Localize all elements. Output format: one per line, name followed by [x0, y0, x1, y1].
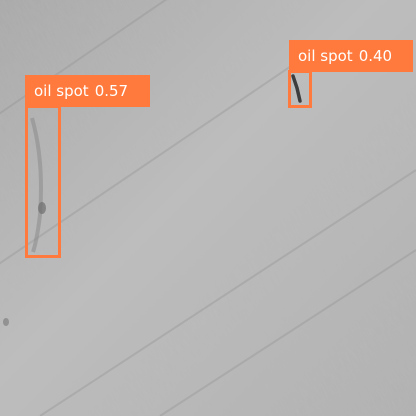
detection-score: 0.57 [94, 82, 129, 100]
detection-class: oil spot [298, 47, 353, 65]
detection-label-1: oil spot 0.57 [25, 75, 150, 107]
detection-label-2: oil spot 0.40 [289, 40, 413, 72]
detection-box-oil-spot-2 [288, 70, 312, 108]
detection-score: 0.40 [358, 47, 393, 65]
detection-class: oil spot [34, 82, 89, 100]
detection-box-oil-spot-1 [25, 105, 61, 258]
